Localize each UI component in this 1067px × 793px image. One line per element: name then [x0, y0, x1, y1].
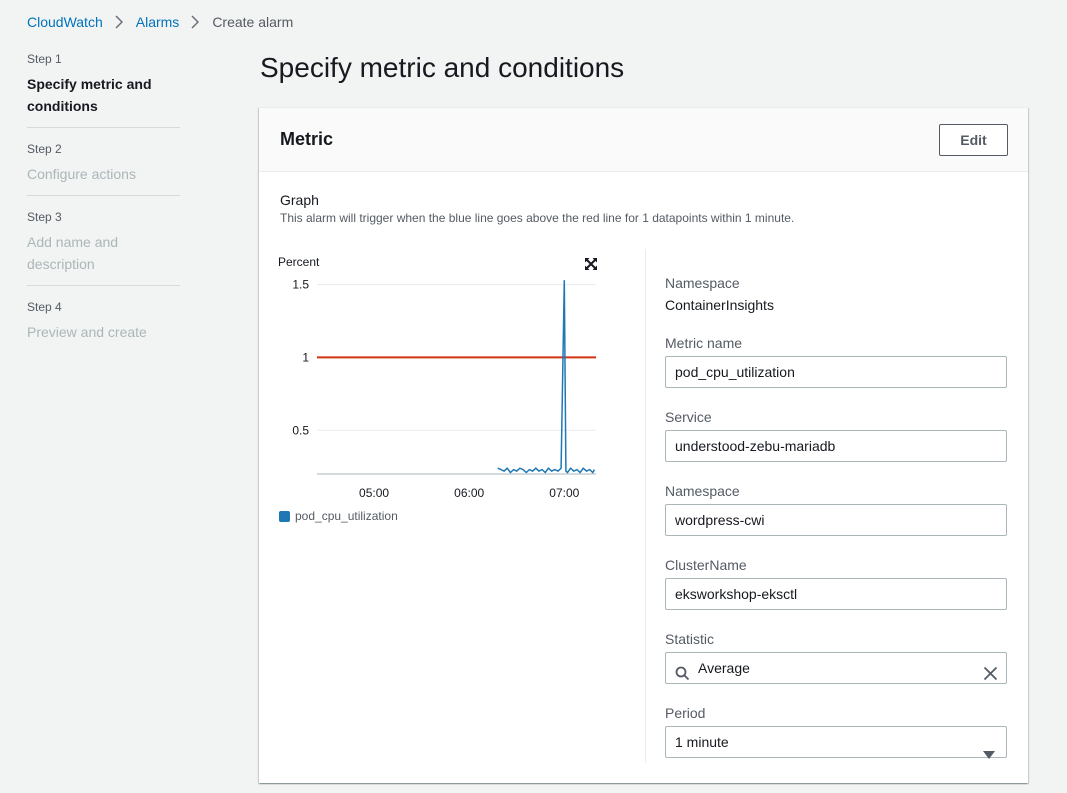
metric-name-group: Metric name pod_cpu_utilization — [665, 334, 1007, 388]
k8s-namespace-label: Namespace — [665, 483, 740, 499]
statistic-value: Average — [698, 660, 750, 676]
cluster-group: ClusterName eksworkshop-eksctl — [665, 556, 1007, 610]
breadcrumb: CloudWatch Alarms Create alarm — [27, 14, 293, 30]
caret-down-icon — [983, 739, 995, 759]
metric-name-field[interactable]: pod_cpu_utilization — [665, 356, 1007, 388]
statistic-label: Statistic — [665, 631, 715, 647]
chevron-right-icon — [191, 15, 200, 29]
edit-button[interactable]: Edit — [939, 124, 1008, 156]
step-title: Configure actions — [27, 166, 136, 182]
search-icon — [675, 661, 690, 681]
step-number: Step 2 — [27, 142, 62, 156]
step-title: Add name and description — [27, 234, 119, 272]
step-number: Step 1 — [27, 52, 62, 66]
k8s-namespace-group: Namespace wordpress-cwi — [665, 482, 1007, 536]
legend-swatch — [279, 511, 290, 522]
cluster-field[interactable]: eksworkshop-eksctl — [665, 578, 1007, 610]
x-tick-label: 06:00 — [454, 486, 484, 500]
breadcrumb-link-cloudwatch[interactable]: CloudWatch — [27, 14, 103, 30]
metric-panel: Metric Edit Graph This alarm will trigge… — [259, 107, 1028, 783]
x-tick-label: 07:00 — [549, 486, 579, 500]
wizard-steps: Step 1 Specify metric and conditions Ste… — [27, 52, 180, 367]
graph-heading: Graph — [280, 192, 319, 208]
legend-label: pod_cpu_utilization — [295, 509, 398, 523]
cluster-label: ClusterName — [665, 557, 747, 573]
close-icon[interactable] — [983, 661, 998, 681]
metric-name-label: Metric name — [665, 335, 743, 351]
step-title: Preview and create — [27, 324, 147, 340]
expand-icon[interactable] — [583, 256, 599, 272]
panel-title: Metric — [280, 129, 334, 149]
page-title: Specify metric and conditions — [260, 52, 625, 83]
step-4[interactable]: Step 4 Preview and create — [27, 300, 180, 353]
vertical-divider — [645, 249, 646, 763]
period-group: Period 1 minute — [665, 704, 1007, 759]
panel-header: Metric Edit — [259, 108, 1028, 172]
statistic-group: Statistic Average — [665, 630, 1007, 684]
y-tick-label: 1 — [302, 350, 309, 364]
y-axis-label: Percent — [278, 255, 320, 269]
statistic-field[interactable]: Average — [665, 652, 1007, 684]
chevron-right-icon — [115, 15, 123, 29]
period-select[interactable]: 1 minute — [665, 726, 1007, 759]
breadcrumb-current: Create alarm — [212, 14, 294, 30]
service-label: Service — [665, 409, 712, 425]
y-tick-label: 1.5 — [292, 278, 309, 292]
y-tick-label: 0.5 — [292, 423, 309, 437]
series-line — [497, 280, 596, 474]
step-number: Step 4 — [27, 300, 62, 314]
metric-details: Namespace ContainerInsights Metric name … — [665, 274, 1007, 778]
graph-description: This alarm will trigger when the blue li… — [280, 211, 795, 225]
breadcrumb-link-alarms[interactable]: Alarms — [135, 14, 180, 30]
metric-chart: Percent 1.5 1 0.5 05:00 06:00 07:00 pod_cpu_uti… — [278, 248, 608, 548]
period-value: 1 minute — [675, 734, 729, 750]
step-number: Step 3 — [27, 210, 62, 224]
namespace-label: Namespace — [665, 275, 740, 291]
chart-canvas: Percent 1.5 1 0.5 05:00 06:00 07:00 pod_cpu_uti… — [278, 255, 596, 523]
step-3[interactable]: Step 3 Add name and description — [27, 210, 180, 286]
period-label: Period — [665, 705, 706, 721]
x-tick-label: 05:00 — [359, 486, 389, 500]
namespace-group: Namespace ContainerInsights — [665, 274, 1007, 314]
step-2[interactable]: Step 2 Configure actions — [27, 142, 180, 196]
k8s-namespace-field[interactable]: wordpress-cwi — [665, 504, 1007, 536]
step-1: Step 1 Specify metric and conditions — [27, 52, 180, 128]
service-group: Service understood-zebu-mariadb — [665, 408, 1007, 462]
namespace-value: ContainerInsights — [665, 297, 774, 313]
step-title: Specify metric and conditions — [27, 76, 152, 114]
service-field[interactable]: understood-zebu-mariadb — [665, 430, 1007, 462]
